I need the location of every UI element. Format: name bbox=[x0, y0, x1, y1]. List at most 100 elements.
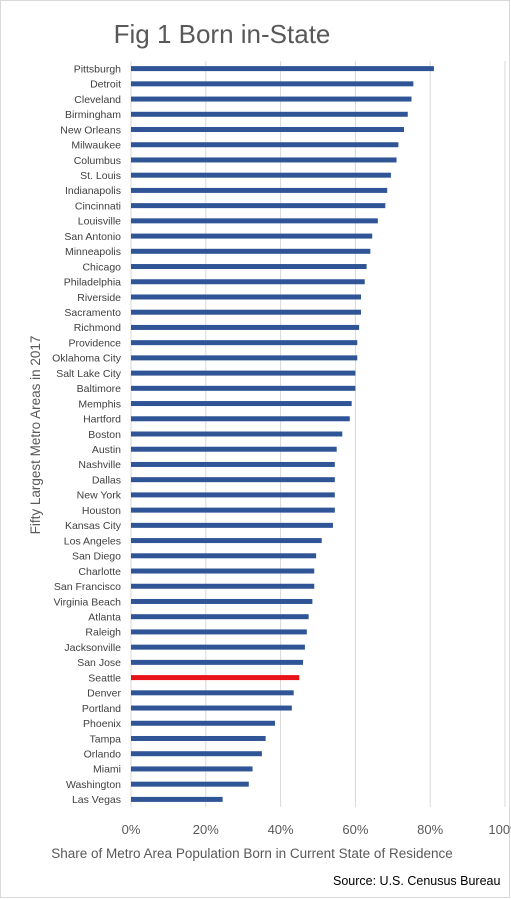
category-label: Denver bbox=[87, 688, 121, 700]
category-label: Boston bbox=[88, 429, 121, 441]
bar bbox=[131, 66, 434, 72]
category-label: Birmingham bbox=[65, 109, 121, 121]
x-tick-label: 20% bbox=[193, 822, 219, 837]
category-label: Phoenix bbox=[83, 718, 122, 730]
category-label: St. Louis bbox=[80, 170, 121, 182]
bar bbox=[131, 598, 313, 604]
category-label: Columbus bbox=[74, 155, 121, 167]
category-label: Louisville bbox=[78, 216, 121, 228]
bar bbox=[131, 705, 292, 711]
category-label: Seattle bbox=[88, 672, 121, 684]
category-label: Milwaukee bbox=[71, 140, 121, 152]
category-label: Washington bbox=[66, 779, 121, 791]
bar bbox=[131, 127, 405, 133]
category-label: Indianapolis bbox=[65, 185, 121, 197]
bar bbox=[131, 781, 249, 787]
bar bbox=[131, 446, 337, 452]
bar bbox=[131, 187, 388, 193]
bar bbox=[131, 553, 317, 559]
bar bbox=[131, 507, 335, 513]
category-label: Pittsburgh bbox=[74, 63, 121, 75]
bar bbox=[131, 385, 356, 391]
bar bbox=[131, 340, 358, 346]
bar bbox=[131, 522, 333, 528]
category-labels: Pittsburgh Detroit Cleveland Birmingham New … bbox=[52, 63, 122, 806]
category-label: Sacramento bbox=[64, 307, 121, 319]
x-tick-labels: 0% 20% 40% 60% 80% 100% bbox=[122, 822, 511, 837]
category-label: New Orleans bbox=[60, 124, 121, 136]
category-label: Chicago bbox=[82, 261, 121, 273]
bar bbox=[131, 477, 335, 483]
category-label: Austin bbox=[92, 444, 121, 456]
bar bbox=[131, 248, 371, 254]
category-label: San Antonio bbox=[64, 231, 121, 243]
x-axis-title: Share of Metro Area Population Born in C… bbox=[51, 846, 452, 861]
bar bbox=[131, 766, 253, 772]
bar bbox=[131, 690, 294, 696]
category-label: Houston bbox=[82, 505, 121, 517]
bar bbox=[131, 111, 408, 117]
category-label: Richmond bbox=[74, 322, 121, 334]
category-label: Detroit bbox=[90, 79, 121, 91]
bar bbox=[131, 233, 373, 239]
category-label: Hartford bbox=[83, 414, 121, 426]
bar bbox=[131, 355, 358, 361]
bar bbox=[131, 81, 414, 87]
category-label: Cincinnati bbox=[75, 200, 121, 212]
bar-highlight bbox=[131, 675, 300, 681]
bar bbox=[131, 583, 315, 589]
bar bbox=[131, 203, 386, 209]
x-tick-label: 100% bbox=[488, 822, 511, 837]
category-label: Virginia Beach bbox=[53, 596, 121, 608]
chart-title: Fig 1 Born in-State bbox=[114, 19, 331, 49]
category-label: San Diego bbox=[72, 551, 121, 563]
gridlines bbox=[130, 61, 506, 807]
category-label: Dallas bbox=[92, 474, 121, 486]
bar bbox=[131, 142, 399, 148]
bar bbox=[131, 157, 397, 163]
bar bbox=[131, 796, 223, 802]
category-label: Los Angeles bbox=[64, 535, 121, 547]
bar bbox=[131, 324, 360, 330]
bar bbox=[131, 370, 356, 376]
bar bbox=[131, 461, 335, 467]
x-tick-label: 60% bbox=[342, 822, 368, 837]
y-axis-title: Fifty Largest Metro Areas in 2017 bbox=[28, 336, 43, 535]
bar bbox=[131, 264, 367, 270]
category-label: Minneapolis bbox=[65, 246, 121, 258]
category-label: Salt Lake City bbox=[56, 368, 122, 380]
category-label: Kansas City bbox=[65, 520, 122, 532]
category-label: Portland bbox=[82, 703, 121, 715]
bar bbox=[131, 416, 350, 422]
category-label: Providence bbox=[68, 337, 121, 349]
category-label: Memphis bbox=[78, 398, 121, 410]
category-label: Charlotte bbox=[78, 566, 121, 578]
bars bbox=[131, 66, 434, 802]
bar bbox=[131, 96, 412, 102]
x-tick-label: 0% bbox=[122, 822, 141, 837]
category-label: Orlando bbox=[84, 749, 122, 761]
category-label: New York bbox=[77, 490, 122, 502]
category-label: Atlanta bbox=[88, 611, 121, 623]
category-label: San Francisco bbox=[54, 581, 121, 593]
bar bbox=[131, 172, 391, 178]
source-note: Source: U.S. Cenusus Bureau bbox=[333, 874, 500, 888]
bar bbox=[131, 735, 266, 741]
bar bbox=[131, 629, 307, 635]
bar bbox=[131, 614, 309, 620]
bar bbox=[131, 431, 343, 437]
category-label: Riverside bbox=[77, 292, 121, 304]
bar bbox=[131, 218, 378, 224]
bar bbox=[131, 720, 275, 726]
category-label: Philadelphia bbox=[64, 277, 121, 289]
bar bbox=[131, 492, 335, 498]
bar bbox=[131, 568, 315, 574]
bar bbox=[131, 659, 304, 665]
category-label: Baltimore bbox=[77, 383, 122, 395]
bar bbox=[131, 751, 262, 757]
category-label: Las Vegas bbox=[72, 794, 121, 806]
bar bbox=[131, 279, 365, 285]
bar bbox=[131, 294, 362, 300]
